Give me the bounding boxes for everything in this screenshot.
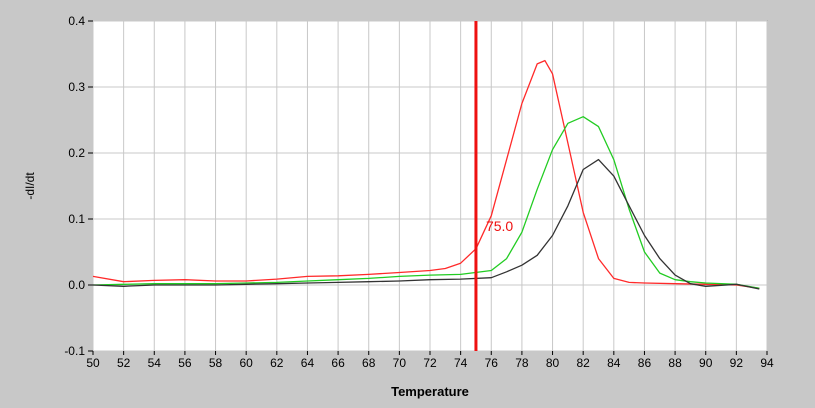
grid-lines: [92, 20, 768, 352]
x-axis-title: Temperature: [391, 384, 469, 399]
x-tick-label: 58: [209, 356, 223, 370]
y-tick-label: 0.3: [68, 80, 85, 94]
x-tick-label: 56: [178, 356, 192, 370]
x-tick-label: 62: [270, 356, 284, 370]
x-tick-label: 64: [301, 356, 315, 370]
y-tick-label: -0.1: [64, 344, 85, 358]
x-tick-label: 70: [393, 356, 407, 370]
x-tick-label: 92: [730, 356, 744, 370]
x-tick-label: 52: [117, 356, 131, 370]
x-tick-label: 86: [638, 356, 652, 370]
marker-group: 75.0: [474, 21, 513, 351]
y-tick-label: 0.0: [68, 278, 85, 292]
x-tick-label: 80: [546, 356, 560, 370]
series-line-1: [92, 59, 760, 289]
x-tick-label: 82: [577, 356, 591, 370]
y-tick-label: 0.1: [68, 212, 85, 226]
x-tick-label: 76: [485, 356, 499, 370]
series-line-2: [92, 116, 760, 289]
x-tick-label: 68: [362, 356, 376, 370]
x-tick-label: 74: [454, 356, 468, 370]
x-tick-label: 72: [423, 356, 437, 370]
x-tick-label: 78: [515, 356, 529, 370]
y-tick-labels: -0.1 0.0 0.1 0.2 0.3 0.4: [64, 14, 93, 358]
y-axis-title: -dI/dt: [23, 172, 37, 200]
y-tick-label: 0.2: [68, 146, 85, 160]
x-tick-label: 90: [699, 356, 713, 370]
x-tick-label: 88: [668, 356, 682, 370]
x-tick-label: 94: [760, 356, 774, 370]
x-tick-label: 50: [86, 356, 100, 370]
series-group: [92, 59, 760, 290]
series-line-3: [92, 158, 760, 290]
x-tick-labels: 50 52 54 56 58 60 62 64 66 68 70 72 74 76 78 80 82 84 86 88…: [86, 351, 774, 370]
x-tick-label: 60: [240, 356, 254, 370]
x-tick-label: 84: [607, 356, 621, 370]
y-tick-label: 0.4: [68, 14, 85, 28]
temperature-marker-label: 75.0: [486, 218, 513, 234]
x-tick-label: 66: [331, 356, 345, 370]
x-tick-label: 54: [148, 356, 162, 370]
